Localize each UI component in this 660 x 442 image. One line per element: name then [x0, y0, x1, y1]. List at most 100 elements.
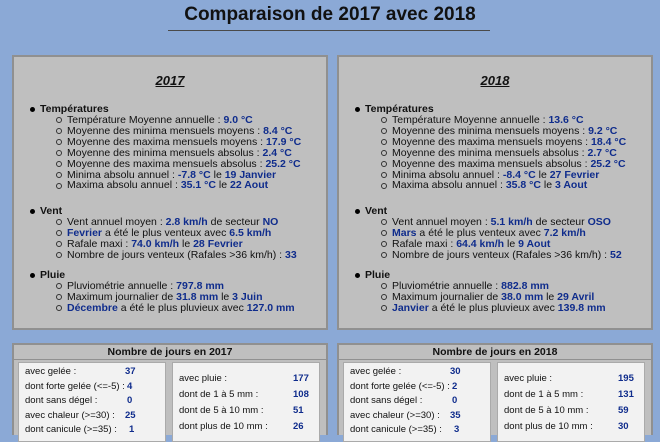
days-row: avec pluie : 195 [504, 373, 642, 385]
item-label: le [179, 237, 194, 250]
circle-bullet-icon [381, 161, 387, 168]
section-pluie: Pluie Pluviométrie annuelle : 882.8 mm Max… [355, 269, 606, 314]
item-label: le [535, 168, 550, 181]
item-value: 2.4 °C [262, 146, 292, 159]
section-title-text: Températures [365, 103, 434, 115]
days-count: 2 [452, 380, 458, 392]
item-label: Nombre de jours venteux (Rafales >36 km/… [67, 248, 285, 261]
circle-bullet-icon [381, 219, 387, 226]
section-title-text: Pluie [40, 269, 66, 281]
days-label: dont plus de 10 mm : [179, 421, 268, 432]
item-label: le [540, 179, 555, 192]
circle-bullet-icon [381, 182, 387, 189]
days-table-title: Nombre de jours en 2018 [339, 345, 651, 360]
item-label: le [218, 290, 233, 303]
section-title: Pluie [355, 269, 606, 281]
item-label: Pluviométrie annuelle : [67, 280, 177, 292]
item-label: a été le plus venteux avec [102, 226, 230, 239]
days-count: 1 [129, 424, 135, 435]
item-text: Moyenne des minima mensuels moyens : 8.4… [67, 124, 292, 137]
circle-bullet-icon [381, 139, 387, 146]
item-label: le [215, 179, 230, 192]
item-label: Température Moyenne annuelle : [67, 114, 224, 126]
item-label: Minima absolu annuel : [392, 168, 503, 181]
item-label: Moyenne des maxima mensuels moyens : [67, 135, 267, 148]
section-list: Vent annuel moyen : 5.1 km/h de secteur … [355, 217, 622, 261]
section-list: Pluviométrie annuelle : 882.8 mm Maximum … [355, 281, 606, 314]
item-value: 13.6 °C [548, 114, 584, 126]
days-count: 195 [618, 373, 634, 384]
item-text: Moyenne des minima mensuels moyens : 9.2… [392, 125, 617, 137]
item-value: NO [262, 216, 279, 228]
circle-bullet-icon [381, 171, 387, 178]
days-row: avec gelée : 37 [25, 366, 163, 378]
days-count: 131 [618, 389, 634, 400]
item-value: 9.0 °C [223, 114, 253, 126]
section-title: Vent [30, 205, 297, 217]
item-value: 2.8 km/h [165, 216, 208, 228]
circle-bullet-icon [56, 128, 62, 135]
item-label: Moyenne des minima mensuels moyens : [67, 124, 264, 137]
days-label: dont de 5 à 10 mm : [179, 405, 264, 416]
list-item: Minima absolu annuel : -7.8 °C le 19 Jan… [56, 169, 301, 181]
item-label: Moyenne des maxima mensuels moyens : [392, 135, 592, 148]
list-item: Moyenne des minima mensuels moyens : 8.4… [56, 124, 301, 137]
item-text: Vent annuel moyen : 2.8 km/h de secteur … [67, 217, 278, 228]
circle-bullet-icon [381, 230, 387, 237]
item-text: Fevrier a été le plus venteux avec 6.5 k… [67, 226, 272, 239]
days-row: dont forte gelée (<=-5) :2 [350, 381, 488, 393]
item-label: Vent annuel moyen : [392, 216, 491, 228]
item-value: 33 [284, 248, 297, 261]
item-value: 38.0 mm [501, 290, 544, 303]
list-item: Moyenne des maxima mensuels absolus : 25… [56, 157, 301, 170]
days-label: dont forte gelée (<=-5) : [25, 380, 125, 392]
item-label: Maxima absolu annuel : [67, 179, 181, 192]
days-label: avec pluie : [179, 373, 228, 384]
item-label: Moyenne des maxima mensuels absolus : [67, 157, 266, 170]
item-value: 28 Fevrier [193, 237, 243, 250]
item-text: Nombre de jours venteux (Rafales >36 km/… [67, 248, 297, 261]
list-item: Mars a été le plus venteux avec 7.2 km/h [381, 226, 622, 239]
item-value: 74.0 km/h [131, 237, 180, 250]
item-value: 139.8 mm [557, 301, 606, 314]
item-value: 18.4 °C [591, 135, 627, 148]
item-value: 3 Juin [232, 290, 263, 303]
list-item: Nombre de jours venteux (Rafales >36 km/… [56, 248, 297, 261]
item-value: OSO [587, 216, 611, 228]
days-label: dont de 5 à 10 mm : [504, 405, 589, 416]
item-label: Moyenne des maxima mensuels absolus : [392, 157, 591, 170]
days-label: avec pluie : [504, 373, 553, 384]
item-text: Minima absolu annuel : -8.4 °C le 27 Fev… [392, 168, 599, 181]
item-value: 35.8 °C [505, 179, 541, 192]
days-count: 30 [618, 421, 629, 432]
days-row: dont plus de 10 mm : 26 [179, 421, 317, 433]
item-value: 6.5 km/h [229, 226, 272, 239]
circle-bullet-icon [56, 117, 62, 124]
days-row: dont de 5 à 10 mm : 59 [504, 405, 642, 417]
item-label: a été le plus venteux avec [416, 226, 544, 239]
list-item: Rafale maxi : 64.4 km/h le 9 Aout [381, 237, 622, 250]
item-value: 25.2 °C [265, 157, 301, 170]
list-item: Moyenne des minima mensuels absolus : 2.… [56, 146, 301, 159]
item-label: Moyenne des minima mensuels absolus : [67, 146, 263, 159]
list-item: Moyenne des minima mensuels moyens : 9.2… [381, 125, 626, 137]
item-label: le [504, 237, 519, 250]
list-item: Fevrier a été le plus venteux avec 6.5 k… [56, 226, 297, 239]
section-title: Pluie [30, 269, 295, 281]
item-text: Moyenne des maxima mensuels absolus : 25… [392, 157, 626, 170]
item-value: 64.4 km/h [456, 237, 505, 250]
section-list: Pluviométrie annuelle : 797.8 mm Maximum … [30, 281, 295, 314]
circle-bullet-icon [56, 294, 62, 301]
list-item: Température Moyenne annuelle : 13.6 °C [381, 115, 626, 126]
bullet-icon [355, 208, 360, 214]
section-title-text: Températures [40, 103, 109, 115]
days-count: 37 [125, 366, 136, 377]
days-label: avec gelée : [350, 366, 402, 377]
days-count: 25 [125, 409, 136, 421]
days-count: 51 [293, 405, 304, 416]
item-value: 9 Aout [518, 237, 551, 250]
days-row: dont de 5 à 10 mm : 51 [179, 405, 317, 417]
days-row: dont sans dégel : 0 [350, 395, 488, 407]
section-vent: Vent Vent annuel moyen : 5.1 km/h de sect… [355, 205, 622, 261]
section-title: Températures [30, 103, 301, 115]
